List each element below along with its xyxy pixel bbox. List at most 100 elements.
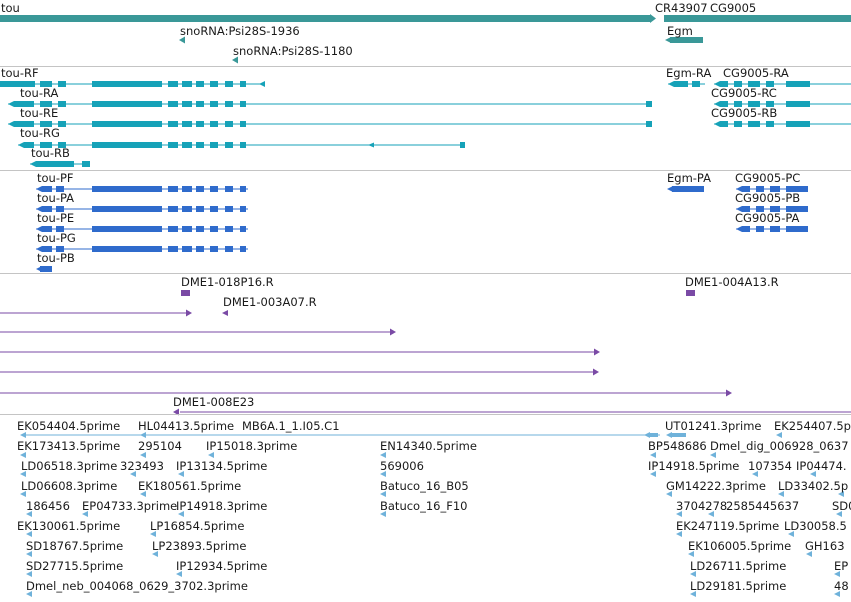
exon[interactable] bbox=[225, 142, 233, 148]
exon[interactable] bbox=[182, 186, 192, 192]
exon[interactable] bbox=[240, 226, 246, 232]
feature-label[interactable]: tou-RA bbox=[20, 86, 59, 100]
exon[interactable] bbox=[168, 121, 178, 127]
exon[interactable] bbox=[58, 121, 66, 127]
transcript-tou-rg-arrow[interactable] bbox=[368, 142, 374, 148]
est-arrow[interactable] bbox=[26, 571, 32, 577]
exon[interactable] bbox=[225, 226, 233, 232]
feature-label[interactable]: tou-PG bbox=[37, 231, 76, 245]
clone-read-arrow[interactable] bbox=[173, 408, 179, 416]
est-arrow[interactable] bbox=[688, 551, 694, 557]
feature-label[interactable]: SD18767.5prime bbox=[26, 539, 124, 553]
est-arrow[interactable] bbox=[140, 432, 146, 438]
gene-cg9005-bar[interactable] bbox=[664, 15, 851, 22]
feature-label[interactable]: LD29181.5prime bbox=[690, 579, 787, 593]
exon[interactable] bbox=[766, 121, 774, 127]
feature-label[interactable]: tou bbox=[1, 1, 20, 15]
protein-arrow[interactable] bbox=[736, 186, 742, 192]
exon[interactable] bbox=[210, 81, 218, 87]
exon[interactable] bbox=[692, 81, 700, 87]
est-arrow[interactable] bbox=[152, 551, 158, 557]
clone-mark[interactable] bbox=[181, 290, 190, 296]
gene-snorna-1936-mark[interactable] bbox=[179, 36, 185, 44]
est-arrow[interactable] bbox=[26, 531, 32, 537]
est-arrow[interactable] bbox=[380, 452, 386, 458]
feature-label[interactable]: CG9005-RC bbox=[711, 86, 777, 100]
exon[interactable] bbox=[748, 121, 760, 127]
feature-label[interactable]: IP13134.5prime bbox=[176, 459, 268, 473]
exon[interactable] bbox=[786, 206, 808, 212]
protein-arrow[interactable] bbox=[36, 206, 42, 212]
feature-label[interactable]: tou-RE bbox=[20, 106, 59, 120]
transcript-tou-rf-arrow[interactable] bbox=[259, 81, 265, 87]
exon[interactable] bbox=[58, 101, 66, 107]
feature-label[interactable]: EK173413.5prime bbox=[17, 439, 121, 453]
exon[interactable] bbox=[756, 186, 764, 192]
est-arrow[interactable] bbox=[676, 531, 682, 537]
exon[interactable] bbox=[92, 246, 162, 252]
est-arrow[interactable] bbox=[20, 471, 26, 477]
feature-label[interactable]: Dmel_dig_006928_0637 bbox=[710, 439, 849, 453]
exon[interactable] bbox=[82, 161, 90, 167]
feature-label[interactable]: EK180561.5prime bbox=[138, 479, 242, 493]
feature-label[interactable]: IP14918.3prime bbox=[176, 499, 268, 513]
exon[interactable] bbox=[36, 161, 74, 167]
est-arrow[interactable] bbox=[650, 471, 656, 477]
exon[interactable] bbox=[56, 246, 64, 252]
feature-label[interactable]: EK106005.5prime bbox=[688, 539, 792, 553]
exon[interactable] bbox=[168, 206, 178, 212]
exon[interactable] bbox=[196, 186, 204, 192]
feature-label[interactable]: CG9005-PC bbox=[735, 171, 801, 185]
est-arrow[interactable] bbox=[710, 452, 716, 458]
est-arrow[interactable] bbox=[838, 491, 844, 497]
exon[interactable] bbox=[786, 121, 810, 127]
protein-arrow[interactable] bbox=[736, 206, 742, 212]
exon[interactable] bbox=[748, 101, 760, 107]
exon[interactable] bbox=[720, 121, 728, 127]
protein-arrow[interactable] bbox=[36, 186, 42, 192]
feature-label[interactable]: LD33402.5p bbox=[778, 479, 849, 493]
est-arrow[interactable] bbox=[26, 511, 32, 517]
exon[interactable] bbox=[240, 142, 246, 148]
gene-tou-arrow[interactable] bbox=[650, 14, 656, 23]
est-arrow[interactable] bbox=[20, 491, 26, 497]
exon[interactable] bbox=[42, 246, 52, 252]
clone-read-arrow[interactable] bbox=[593, 368, 599, 376]
feature-label[interactable]: EP bbox=[834, 559, 849, 573]
exon[interactable] bbox=[42, 206, 52, 212]
exon[interactable] bbox=[766, 81, 774, 87]
transcript-tou-re-arrow[interactable] bbox=[8, 121, 14, 127]
exon[interactable] bbox=[24, 142, 34, 148]
feature-label[interactable]: Batuco_16_F10 bbox=[380, 499, 468, 513]
exon[interactable] bbox=[674, 81, 688, 87]
exon[interactable] bbox=[210, 101, 218, 107]
gene-egm-bar[interactable] bbox=[670, 37, 703, 43]
exon[interactable] bbox=[672, 186, 704, 192]
exon[interactable] bbox=[196, 246, 204, 252]
est-arrow[interactable] bbox=[380, 471, 386, 477]
est-arrow[interactable] bbox=[708, 511, 714, 517]
feature-label[interactable]: Egm-RA bbox=[666, 66, 712, 80]
clone-read-arrow[interactable] bbox=[186, 309, 192, 317]
feature-label[interactable]: Egm bbox=[667, 24, 693, 38]
exon[interactable] bbox=[196, 206, 204, 212]
exon[interactable] bbox=[748, 81, 760, 87]
exon[interactable] bbox=[210, 206, 218, 212]
est-arrow[interactable] bbox=[690, 571, 696, 577]
exon[interactable] bbox=[460, 142, 465, 148]
est-arrow[interactable] bbox=[20, 432, 26, 438]
exon[interactable] bbox=[770, 206, 780, 212]
feature-label[interactable]: CG9005 bbox=[710, 1, 757, 15]
est-arrow[interactable] bbox=[26, 591, 32, 597]
exon[interactable] bbox=[42, 186, 52, 192]
exon[interactable] bbox=[770, 186, 780, 192]
exon[interactable] bbox=[92, 226, 162, 232]
feature-label[interactable]: Dmel_neb_004068_0629_3702.3prime bbox=[26, 579, 248, 593]
exon[interactable] bbox=[92, 101, 162, 107]
exon[interactable] bbox=[742, 186, 750, 192]
exon[interactable] bbox=[14, 121, 34, 127]
exon[interactable] bbox=[225, 101, 233, 107]
est-arrow[interactable] bbox=[776, 432, 782, 438]
feature-label[interactable]: 323493 bbox=[120, 459, 164, 473]
feature-label[interactable]: Batuco_16_B05 bbox=[380, 479, 469, 493]
